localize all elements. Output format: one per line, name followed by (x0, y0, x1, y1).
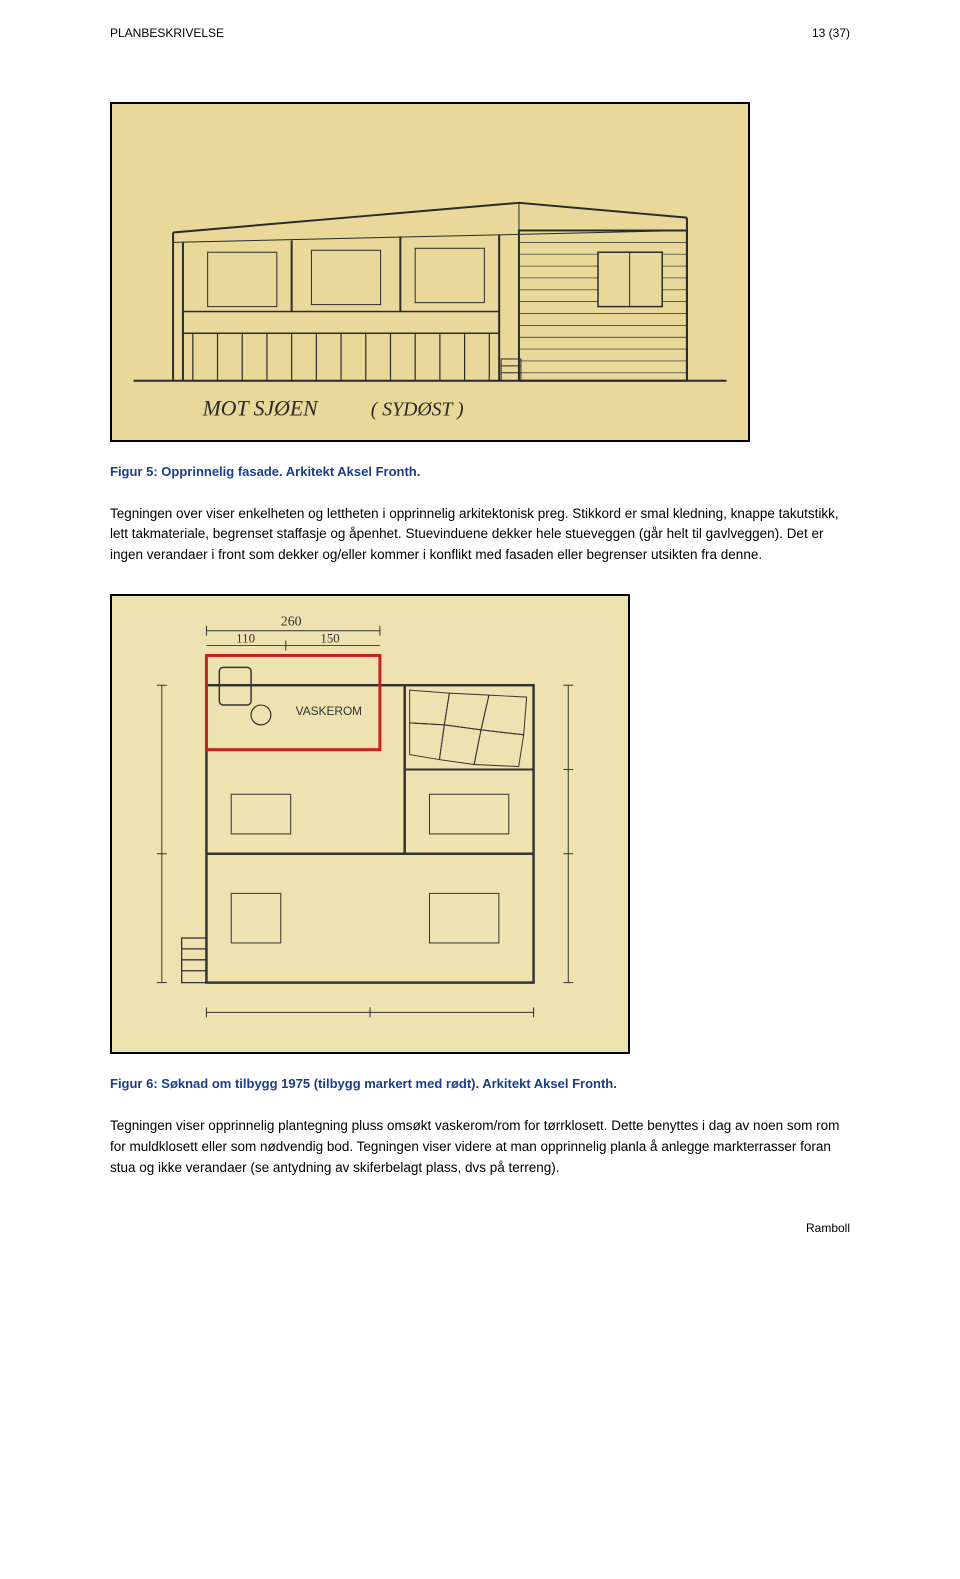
room-label-vaskerom: VASKEROM (296, 704, 362, 718)
paragraph-1: Tegningen over viser enkelheten og letth… (110, 504, 850, 567)
figure-1-caption: Figur 5: Opprinnelig fasade. Arkitekt Ak… (110, 462, 850, 482)
figure-2-image: VASKEROM 260 (110, 594, 630, 1054)
dim-110: 110 (236, 632, 255, 646)
footer-brand: Ramboll (110, 1219, 850, 1237)
doc-title: PLANBESKRIVELSE (110, 24, 224, 42)
fig1-label-right: ( SYDØST ) (371, 398, 464, 420)
page-header: PLANBESKRIVELSE 13 (37) (110, 24, 850, 42)
paragraph-2: Tegningen viser opprinnelig plantegning … (110, 1116, 850, 1179)
dim-150: 150 (320, 632, 339, 646)
page-indicator: 13 (37) (812, 24, 850, 42)
dim-260: 260 (281, 615, 302, 630)
figure-1-image: MOT SJØEN ( SYDØST ) (110, 102, 750, 442)
fig1-label-left: MOT SJØEN (202, 396, 319, 420)
figure-2-caption: Figur 6: Søknad om tilbygg 1975 (tilbygg… (110, 1074, 850, 1094)
